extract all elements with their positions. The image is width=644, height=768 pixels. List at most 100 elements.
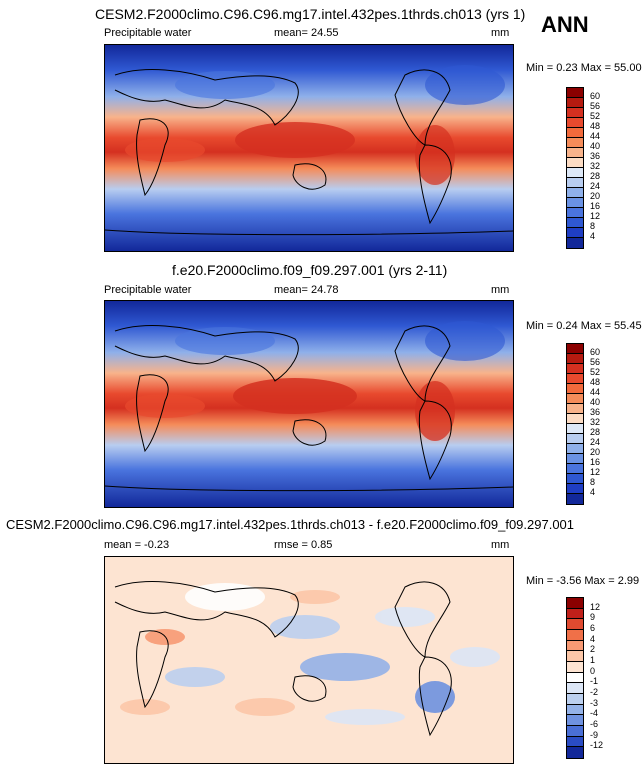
panel1-minmax: Min = 0.23 Max = 55.00 [526,62,642,74]
colorbar-segment [567,118,583,128]
panel3-map [104,556,514,764]
panel1-mean: mean= 24.55 [274,27,339,39]
colorbar-tick-label: 2 [590,644,596,655]
colorbar-segment [567,651,583,662]
panel1-colorbar-segments [567,88,583,248]
panel1-colorbar [566,87,584,249]
colorbar-segment [567,394,583,404]
colorbar-segment [567,434,583,444]
colorbar-segment [567,168,583,178]
panel2-colorbar-segments [567,344,583,504]
colorbar-tick-label: 1 [590,655,596,665]
panel1-map [104,44,514,252]
colorbar-tick-label: 36 [590,151,601,161]
colorbar-tick-label: 24 [590,181,601,191]
colorbar-segment [567,661,583,673]
colorbar-tick-label: 4 [590,231,596,241]
colorbar-tick-label: 56 [590,357,601,367]
colorbar-tick-label: 24 [590,437,601,447]
colorbar-tick-label: 36 [590,407,601,417]
colorbar-tick-label: 0 [590,665,596,676]
colorbar-tick-label: 28 [590,427,601,437]
colorbar-tick-label: 12 [590,211,601,221]
panel2-title: f.e20.F2000climo.f09_f09.297.001 (yrs 2-… [172,262,448,278]
panel3-mean: mean = -0.23 [104,539,170,551]
panel2-units: mm [491,284,510,296]
colorbar-tick-label: 52 [590,111,601,121]
colorbar-tick-label: -1 [590,676,599,687]
panel3-title: CESM2.F2000climo.C96.C96.mg17.intel.432p… [6,517,575,532]
colorbar-segment [567,629,583,641]
colorbar-tick-label: 12 [590,601,601,612]
colorbar-segment [567,148,583,158]
colorbar-segment [567,454,583,464]
panel2-mean: mean= 24.78 [274,284,339,296]
colorbar-tick-label: -2 [590,687,599,697]
colorbar-segment [567,208,583,218]
colorbar-tick-label: 20 [590,191,601,201]
colorbar-tick-label: 60 [590,91,601,101]
colorbar-segment [567,672,583,684]
colorbar-tick-label: 28 [590,171,601,181]
colorbar-segment [567,198,583,208]
colorbar-segment [567,228,583,238]
panel3-colorbar-segments [567,598,583,758]
panel1-variable: Precipitable water [104,27,192,39]
panel2-minmax: Min = 0.24 Max = 55.45 [526,320,642,332]
colorbar-tick-label: 44 [590,131,601,141]
colorbar-segment [567,218,583,228]
colorbar-segment [567,608,583,620]
panel2-variable: Precipitable water [104,284,192,296]
colorbar-tick-label: 16 [590,201,601,211]
colorbar-segment [567,178,583,188]
colorbar-segment [567,619,583,630]
panel2-colorbar [566,343,584,505]
colorbar-tick-label: 40 [590,397,601,407]
colorbar-segment [567,414,583,424]
colorbar-segment [567,238,583,248]
colorbar-segment [567,640,583,652]
colorbar-segment [567,374,583,384]
colorbar-segment [567,344,583,354]
colorbar-segment [567,158,583,168]
colorbar-tick-label: 4 [590,487,596,497]
colorbar-segment [567,464,583,474]
colorbar-segment [567,364,583,374]
colorbar-segment [567,474,583,484]
panel1-units: mm [491,27,510,39]
colorbar-segment [567,704,583,716]
panel2-colorbar-labels: 60 56 52 48 44 40 36 32 28 24 20 16 12 8 4 [590,343,630,503]
panel1-title: CESM2.F2000climo.C96.C96.mg17.intel.432p… [95,6,526,22]
colorbar-tick-label: -4 [590,708,599,719]
colorbar-tick-label: 8 [590,477,596,487]
panel3-minmax: Min = -3.56 Max = 2.99 [526,575,640,587]
colorbar-segment [567,494,583,504]
colorbar-segment [567,188,583,198]
colorbar-segment [567,108,583,118]
colorbar-tick-label: 32 [590,417,601,427]
colorbar-segment [567,484,583,494]
panel2-map-svg [105,301,513,507]
panel1-map-svg [105,45,513,251]
colorbar-tick-label: 40 [590,141,601,151]
colorbar-segment [567,98,583,108]
colorbar-segment [567,424,583,434]
colorbar-segment [567,88,583,98]
colorbar-tick-label: 48 [590,121,601,131]
colorbar-segment [567,598,583,609]
colorbar-tick-label: 52 [590,367,601,377]
colorbar-tick-label: 12 [590,467,601,477]
colorbar-segment [567,715,583,726]
colorbar-tick-label: 32 [590,161,601,171]
colorbar-tick-label: -3 [590,697,599,708]
colorbar-segment [567,404,583,414]
panel3-map-svg [105,557,513,763]
colorbar-segment [567,725,583,737]
colorbar-tick-label: 20 [590,447,601,457]
colorbar-segment [567,384,583,394]
colorbar-segment [567,747,583,758]
colorbar-segment [567,693,583,705]
colorbar-tick-label: -9 [590,729,599,740]
colorbar-segment [567,683,583,694]
colorbar-tick-label: 9 [590,612,596,623]
